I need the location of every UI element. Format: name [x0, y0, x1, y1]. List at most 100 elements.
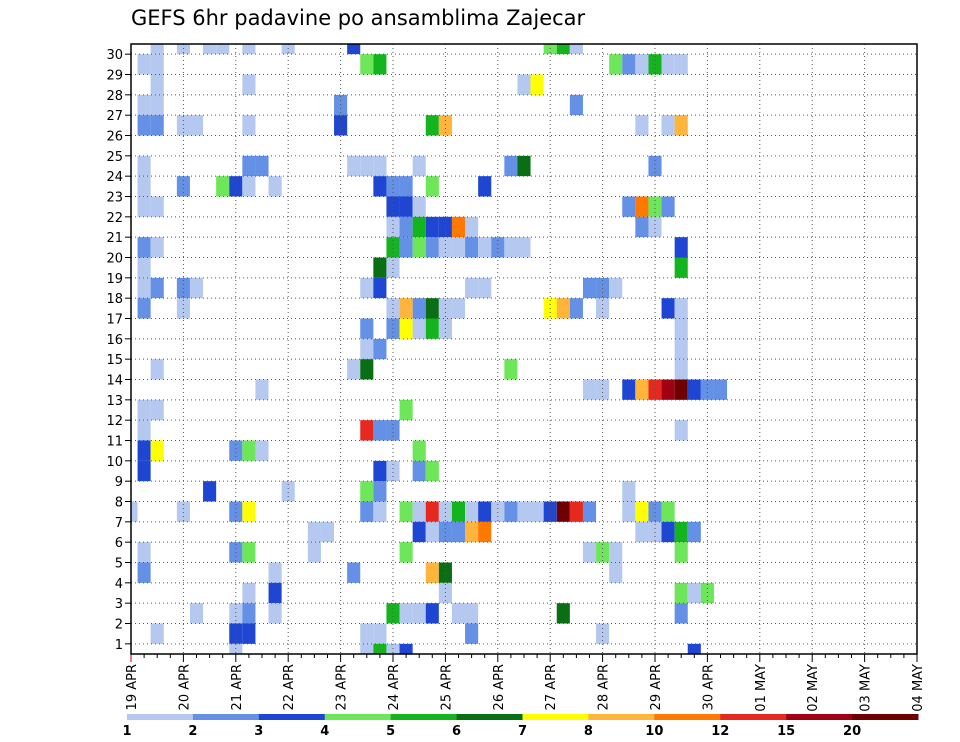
- heatmap-cell-m20-t29: [517, 237, 531, 258]
- heatmap-cell-m29-t17: [360, 54, 374, 75]
- y-tick-label: 16: [106, 333, 123, 348]
- colorbar-segment: [390, 714, 458, 720]
- heatmap-cell-m6-t22: [425, 521, 439, 543]
- heatmap-cell-m23-t22: [425, 176, 439, 197]
- heatmap-cell-m22-t1: [150, 196, 164, 217]
- heatmap-cell-m4-t36: [609, 562, 623, 583]
- heatmap-cell-m23-t10: [268, 176, 282, 197]
- heatmap-cell-m10-t1: [150, 440, 164, 461]
- heatmap-cell-m9-t18: [373, 460, 387, 482]
- heatmap-cell-m2-t20: [399, 603, 413, 624]
- heatmap-cell-m22-t21: [412, 196, 426, 217]
- heatmap-cell-m17-t20: [399, 298, 413, 319]
- heatmap-cell-m7-t-1: [131, 501, 138, 522]
- heatmap-cell-m1-t18: [373, 623, 387, 644]
- heatmap-cell-m12-t1: [150, 399, 164, 421]
- heatmap-cell-m18-t17: [360, 277, 374, 299]
- y-tick-label: 22: [106, 211, 123, 226]
- heatmap-cell-m23-t7: [229, 176, 243, 197]
- heatmap-cell-m19-t18: [373, 257, 387, 278]
- colorbar-tick-label: 4: [320, 724, 329, 739]
- heatmap-cell-m30-t16: [347, 44, 361, 55]
- heatmap-cell-m9-t19: [386, 460, 400, 482]
- heatmap-cell-m29-t0: [137, 54, 151, 75]
- heatmap-cell-m2-t41: [674, 603, 688, 624]
- heatmap-cell-m9-t22: [425, 460, 439, 482]
- heatmap-cell-m22-t38: [635, 196, 649, 217]
- heatmap-cell-m2-t24: [451, 603, 466, 624]
- colorbar-tick-label: 8: [584, 724, 593, 739]
- y-tick-label: 14: [106, 374, 123, 389]
- heatmap-cell-m7-t7: [229, 501, 243, 522]
- heatmap-cell-m20-t0: [137, 237, 151, 258]
- heatmap-cell-m5-t41: [674, 542, 688, 563]
- heatmap-cell-m27-t1: [150, 94, 164, 116]
- colorbar-segment: [456, 714, 523, 720]
- y-tick-label: 27: [106, 109, 123, 124]
- colorbar-segment: [786, 714, 853, 720]
- heatmap-cell-m10-t0: [137, 440, 151, 461]
- heatmap-cell-m13-t43: [700, 379, 714, 400]
- heatmap-cell-m2-t22: [425, 603, 439, 624]
- heatmap-cell-m20-t25: [465, 237, 479, 258]
- y-tick-label: 30: [106, 48, 123, 63]
- heatmap-cell-m13-t40: [661, 379, 675, 400]
- x-tick-label: 19 APR: [125, 664, 140, 710]
- heatmap-cell-m13-t9: [255, 379, 269, 400]
- y-tick-label: 24: [106, 170, 123, 185]
- heatmap-cell-m20-t19: [386, 237, 400, 258]
- heatmap-cell-m26-t8: [242, 115, 256, 136]
- heatmap-cell-m29-t1: [150, 54, 164, 75]
- heatmap-cell-m20-t23: [438, 237, 452, 258]
- heatmap-cell-m21-t19: [386, 216, 400, 238]
- heatmap-cell-m4-t16: [347, 562, 361, 583]
- x-tick-label: 28 APR: [597, 664, 612, 710]
- heatmap-cell-m7-t8: [242, 501, 256, 522]
- heatmap-cell-m21-t38: [635, 216, 649, 238]
- y-tick-label: 20: [106, 252, 123, 267]
- heatmap-cell-m29-t38: [635, 54, 649, 75]
- heatmap-cell-m30-t31: [543, 44, 557, 55]
- x-tick-label: 24 APR: [387, 664, 402, 710]
- heatmap-cell-m2-t8: [242, 603, 256, 624]
- heatmap-cell-m28-t1: [150, 74, 164, 95]
- heatmap-cell-m17-t24: [451, 298, 466, 319]
- x-tick-label: 26 APR: [492, 664, 507, 710]
- heatmap-cell-m19-t19: [386, 257, 400, 278]
- heatmap-cell-m16-t20: [399, 318, 413, 339]
- heatmap-cell-m18-t36: [609, 277, 623, 299]
- y-tick-label: 28: [106, 89, 123, 104]
- heatmap-cell-m7-t29: [517, 501, 531, 522]
- heatmap-cell-m15-t18: [373, 338, 387, 360]
- heatmap-cell-m24-t28: [504, 155, 518, 177]
- heatmap-cell-m27-t0: [137, 94, 151, 116]
- heatmap-cell-m20-t22: [425, 237, 439, 258]
- colorbar: 1 2 3 4 5 6 7 8 10 12 15 20: [122, 714, 919, 739]
- heatmap-cell-m30-t1: [150, 44, 164, 55]
- colorbar-segment: [324, 714, 392, 720]
- heatmap-cell-m18-t18: [373, 277, 387, 299]
- heatmap-cell-m22-t37: [622, 196, 636, 217]
- heatmap-cell-m7-t31: [543, 501, 557, 522]
- heatmap-cell-m10-t8: [242, 440, 256, 461]
- heatmap-cell-m13-t41: [674, 379, 688, 400]
- x-axis-ticks: 19 APR 20 APR 21 APR 22 APR 23 APR 24 APR 25 A…: [125, 654, 926, 712]
- heatmap-cell-m1-t25: [465, 623, 479, 644]
- plot-frame: [130, 43, 918, 655]
- heatmap-cell-m20-t1: [150, 237, 164, 258]
- x-tick-label: 21 APR: [230, 664, 245, 710]
- heatmap-cell-m11-t19: [386, 420, 400, 441]
- x-tick-label: 25 APR: [439, 664, 454, 710]
- colorbar-tick-label: 6: [452, 724, 461, 739]
- heatmap-cell-m0-t42: [687, 643, 701, 654]
- heatmap-cell-m20-t28: [504, 237, 518, 258]
- heatmap-cell-m0-t17: [360, 643, 374, 654]
- y-tick-label: 29: [106, 69, 123, 84]
- colorbar-tick-label: 7: [518, 724, 527, 739]
- y-tick-label: 18: [106, 292, 123, 307]
- y-tick-label: 4: [115, 577, 123, 592]
- x-tick-label: 20 APR: [177, 664, 192, 710]
- heatmap-cell-m30-t8: [242, 44, 256, 55]
- heatmap-cell-m26-t0: [137, 115, 151, 136]
